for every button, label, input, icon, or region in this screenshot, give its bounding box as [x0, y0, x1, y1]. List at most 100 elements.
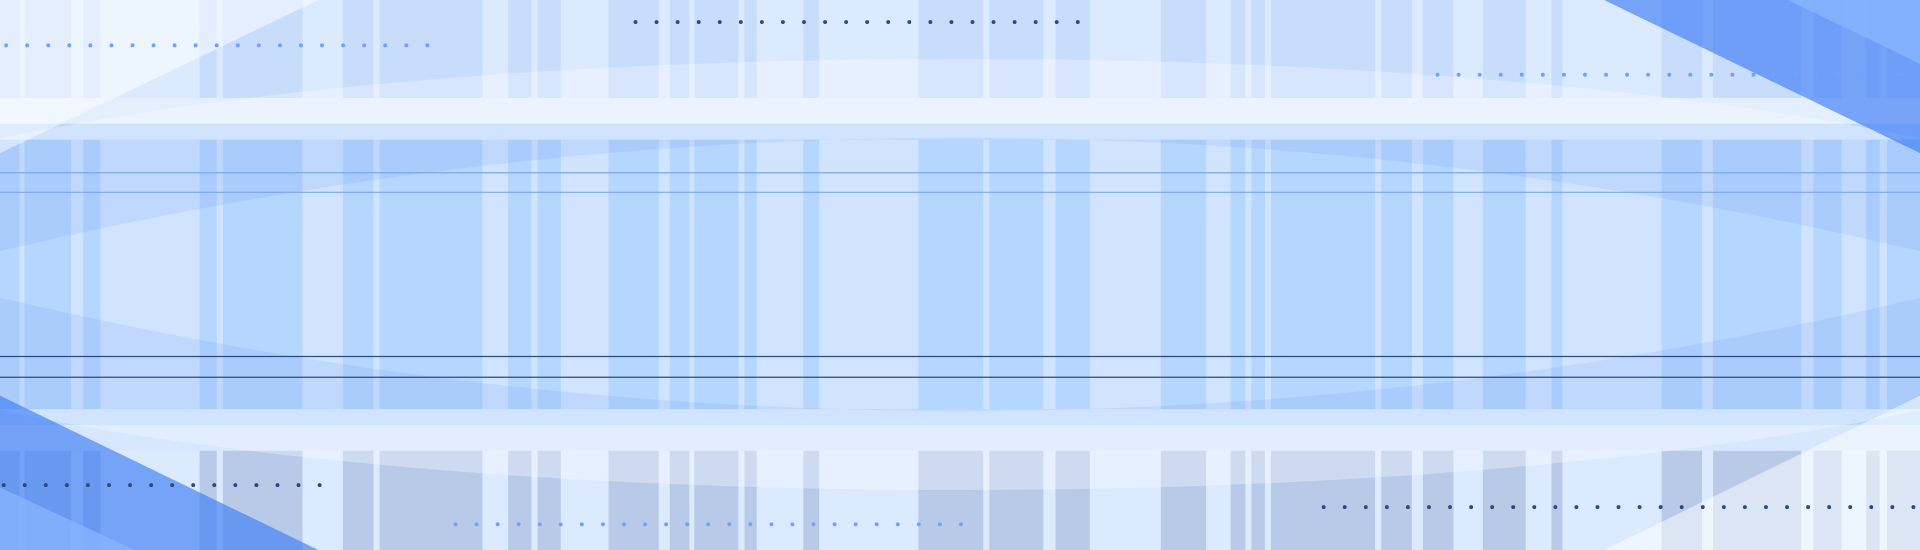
bar-middle: [83, 139, 101, 410]
dot-dark: [1827, 505, 1832, 510]
dot-dark: [759, 20, 764, 25]
dot-dark: [928, 20, 933, 25]
bar-top: [1482, 0, 1526, 98]
bar-top: [379, 0, 483, 98]
bar-top: [1055, 0, 1090, 98]
dot-dark: [1806, 505, 1811, 510]
bar-middle: [1551, 139, 1563, 410]
dot-dark: [802, 20, 806, 25]
dot-light: [937, 522, 942, 527]
bar-bottom: [1251, 450, 1265, 550]
dot-dark: [64, 483, 69, 488]
dot-light: [362, 43, 367, 48]
dot-light: [832, 522, 837, 527]
dot-dark: [22, 483, 27, 488]
dot-dark: [1869, 505, 1874, 510]
dot-light: [1793, 72, 1798, 77]
dot-light: [235, 43, 240, 48]
dot-dark: [170, 483, 175, 488]
dot-dark: [738, 20, 743, 25]
dot-dark: [1721, 505, 1726, 510]
bar-bottom: [1230, 450, 1246, 550]
bar-top: [694, 0, 739, 98]
dot-dark: [1075, 20, 1080, 25]
dot-light: [172, 43, 177, 48]
dot-dark: [949, 20, 954, 25]
bar-middle: [1661, 139, 1703, 410]
dot-light: [1435, 72, 1440, 77]
dot-dark: [254, 483, 259, 488]
bar-middle: [199, 139, 217, 410]
bar-bottom: [744, 450, 757, 550]
dot-dark: [1, 483, 6, 488]
bar-top: [989, 0, 1044, 98]
dot-light: [4, 43, 9, 48]
dot-dark: [128, 483, 132, 488]
dot-dark: [696, 20, 701, 25]
dot-dark: [865, 20, 870, 25]
dot-dark: [844, 20, 849, 25]
dot-light: [1856, 72, 1861, 77]
bar-middle: [1866, 139, 1880, 410]
dot-light: [1604, 72, 1608, 77]
dot-light: [1625, 72, 1630, 77]
triangle-top-left: [0, 0, 319, 154]
bar-bottom: [1271, 450, 1376, 550]
dot-dark: [43, 483, 48, 488]
bar-bottom: [1551, 450, 1563, 550]
dot-dark: [1616, 505, 1621, 510]
dot-dark: [991, 20, 996, 25]
dot-light: [537, 522, 542, 527]
bar-middle: [608, 139, 659, 410]
triangle-bottom-left: [0, 395, 319, 550]
dot-light: [256, 43, 261, 48]
dot-dark: [1574, 505, 1579, 510]
dot-light: [790, 522, 795, 527]
dot-light: [579, 522, 584, 527]
bar-top: [342, 0, 374, 98]
bar-top: [1551, 0, 1563, 98]
bar-top: [1422, 0, 1454, 98]
dot-dark: [1532, 505, 1537, 510]
dot-dark: [85, 483, 90, 488]
dot-light: [277, 43, 282, 48]
bar-middle: [744, 139, 757, 410]
dot-dark: [1785, 505, 1789, 510]
dot-dark: [296, 483, 301, 488]
bar-bottom: [669, 450, 690, 550]
dot-light: [1772, 72, 1777, 77]
dot-light: [453, 522, 458, 527]
dot-dark: [633, 20, 638, 25]
dot-light: [959, 522, 963, 527]
dot-light: [685, 522, 690, 527]
bar-middle: [1482, 139, 1526, 410]
dot-dark: [1764, 505, 1768, 510]
bar-middle: [379, 139, 483, 410]
dot-light: [1583, 72, 1587, 77]
bottom-strip: [0, 425, 1920, 451]
bar-top: [669, 0, 690, 98]
dot-light: [88, 43, 93, 48]
bar-top: [1381, 0, 1412, 98]
dot-dark: [654, 20, 659, 25]
dot-light: [1898, 72, 1903, 77]
dot-dark: [1469, 505, 1474, 510]
bar-bottom: [379, 450, 483, 550]
bar-middle: [1381, 139, 1412, 410]
dot-dark: [886, 20, 891, 25]
dot-dark: [780, 20, 785, 25]
dot-light: [643, 522, 648, 527]
bar-middle: [989, 139, 1044, 410]
dot-light: [558, 522, 563, 527]
triangle-bottom-left-inner: [0, 487, 135, 550]
bar-middle: [24, 139, 72, 410]
dot-light: [404, 43, 409, 48]
bar-bottom: [1482, 450, 1526, 550]
bar-middle: [803, 139, 820, 410]
dot-light: [622, 522, 626, 527]
dot-light: [1456, 72, 1461, 77]
bar-middle: [1055, 139, 1090, 410]
dot-dark: [1384, 505, 1389, 510]
bar-bottom: [608, 450, 659, 550]
